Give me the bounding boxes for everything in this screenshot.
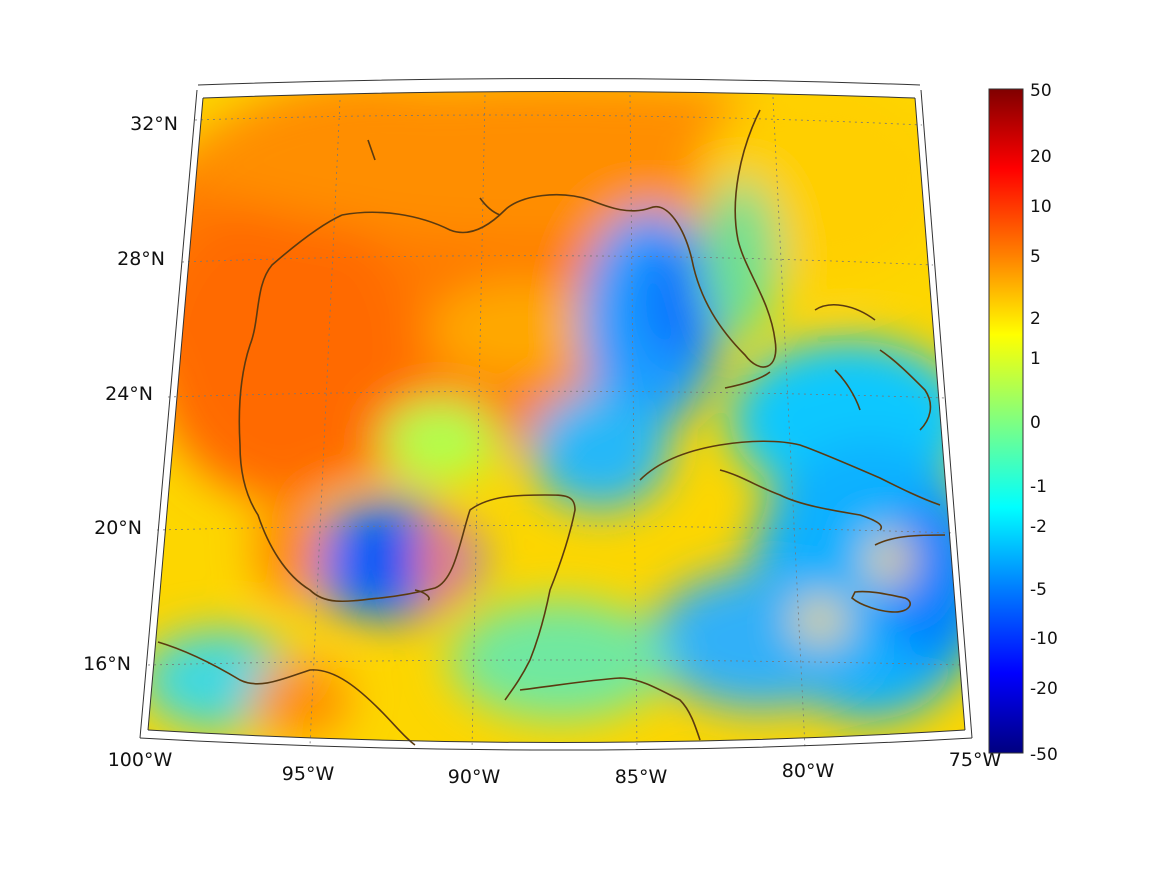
colorbar-label: -10 [1030, 629, 1058, 649]
colorbar-label: -2 [1030, 517, 1047, 537]
lat-label-16n: 16°N [83, 653, 131, 675]
lat-label-32n: 32°N [130, 113, 178, 135]
lon-label-75w: 75°W [949, 749, 1002, 771]
colorbar-label: 5 [1030, 247, 1041, 267]
colorbar-label: -50 [1030, 745, 1058, 765]
colorbar-label: 20 [1030, 147, 1052, 167]
colorbar-label: 1 [1030, 349, 1041, 369]
lat-label-24n: 24°N [105, 383, 153, 405]
lon-axis: 100°W 95°W 90°W 85°W 80°W 75°W [108, 749, 1002, 788]
lat-label-28n: 28°N [117, 248, 165, 270]
lon-label-90w: 90°W [448, 766, 501, 788]
lon-label-85w: 85°W [615, 766, 668, 788]
colorbar: 50 20 10 5 2 1 0 -1 -2 -5 -10 -20 -50 [988, 81, 1058, 765]
data-field [148, 91, 965, 743]
colorbar-label: -5 [1030, 580, 1047, 600]
colorbar-label: -1 [1030, 477, 1047, 497]
colorbar-label: 2 [1030, 309, 1041, 329]
colorbar-gradient [988, 88, 1024, 754]
map-frame [139, 78, 973, 751]
coastlines [157, 109, 946, 746]
lon-label-100w: 100°W [108, 749, 173, 771]
lat-label-20n: 20°N [94, 517, 142, 539]
colorbar-label: 0 [1030, 413, 1041, 433]
colorbar-label: 10 [1030, 197, 1052, 217]
lat-axis: 32°N 28°N 24°N 20°N 16°N [83, 113, 178, 675]
colorbar-label: 50 [1030, 81, 1052, 101]
graticule [147, 94, 964, 751]
colorbar-label: -20 [1030, 679, 1058, 699]
lon-label-80w: 80°W [782, 760, 835, 782]
lon-label-95w: 95°W [282, 763, 335, 785]
